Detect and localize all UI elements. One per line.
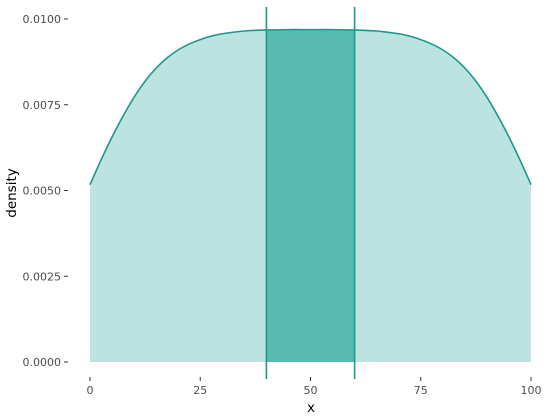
x-tick-label: 25 (193, 384, 207, 397)
y-tick-label: 0.0000 (23, 356, 62, 369)
plot-area (89, 7, 532, 379)
y-axis: 0.0000 0.0025 0.0050 0.0075 0.0100 (23, 13, 68, 369)
y-tick-label: 0.0050 (23, 185, 62, 198)
x-tick-label: 50 (304, 384, 318, 397)
y-tick-label: 0.0100 (23, 13, 62, 26)
y-axis-title: density (4, 168, 20, 218)
highlight-area (266, 29, 355, 362)
x-tick-label: 0 (87, 384, 94, 397)
x-tick-label: 75 (414, 384, 428, 397)
y-tick-label: 0.0075 (23, 99, 62, 112)
x-tick-label: 100 (521, 384, 542, 397)
density-line (89, 28, 532, 185)
x-axis-title: x (307, 400, 315, 416)
y-tick-label: 0.0025 (23, 270, 62, 283)
x-axis: 0 25 50 75 100 (87, 377, 542, 397)
